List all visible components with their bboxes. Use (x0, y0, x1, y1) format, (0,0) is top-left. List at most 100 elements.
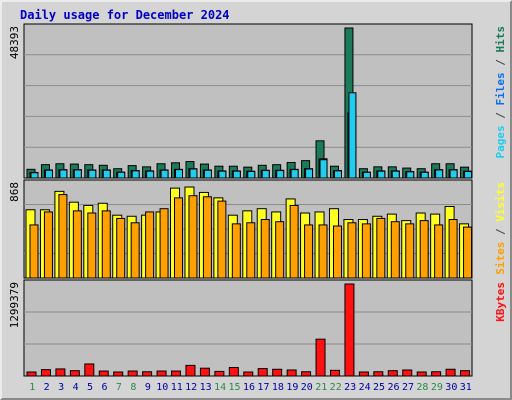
bar-kbytes-day-7 (113, 371, 124, 377)
day-label-30: 30 (445, 382, 457, 393)
bar-sites-day-12 (188, 195, 198, 279)
day-label-2: 2 (44, 382, 50, 393)
bar-sites-day-20 (304, 224, 314, 279)
bar-pages-day-2 (44, 169, 53, 179)
bar-kbytes-day-24 (358, 371, 369, 377)
bar-kbytes-day-19 (286, 369, 297, 377)
day-label-11: 11 (171, 382, 183, 393)
bar-kbytes-day-8 (127, 370, 138, 377)
bar-sites-day-29 (434, 224, 444, 279)
axis-title-part-middle-0: Sites (494, 242, 507, 275)
axis-title-part-top-1: / (494, 106, 507, 126)
bar-sites-day-3 (58, 194, 68, 279)
day-label-21: 21 (315, 382, 327, 393)
bar-pages-day-19 (290, 169, 299, 179)
bar-kbytes-day-4 (69, 370, 80, 377)
max-label-bottom: 1299379 (8, 282, 21, 328)
day-label-6: 6 (101, 382, 107, 393)
bar-sites-day-16 (246, 222, 256, 279)
day-label-13: 13 (200, 382, 212, 393)
bar-pages-day-20 (305, 168, 314, 179)
bar-pages-day-15 (232, 170, 241, 179)
bar-kbytes-day-17 (257, 368, 268, 377)
axis-title-part-middle-1: / (494, 222, 507, 242)
bar-pages-day-14 (218, 170, 227, 179)
bar-sites-day-26 (390, 221, 400, 279)
bar-sites-day-2 (43, 211, 53, 279)
bar-kbytes-day-3 (55, 368, 66, 377)
bar-pages-day-10 (160, 169, 169, 179)
bar-kbytes-day-30 (445, 368, 456, 377)
bar-pages-day-13 (203, 169, 212, 179)
axis-title-part-top-3: / (494, 53, 507, 73)
day-label-14: 14 (214, 382, 226, 393)
day-label-20: 20 (301, 382, 313, 393)
bar-kbytes-day-31 (460, 370, 471, 377)
day-label-24: 24 (359, 382, 371, 393)
bar-kbytes-day-26 (387, 370, 398, 377)
plot-area-bottom (23, 279, 473, 377)
bar-pages-day-22 (333, 170, 342, 179)
bar-pages-day-25 (377, 170, 386, 179)
bar-pages-day-27 (406, 171, 415, 179)
bar-pages-day-4 (73, 169, 82, 179)
bar-kbytes-day-13 (199, 367, 210, 377)
axis-title-part-middle-2: Visits (494, 182, 507, 222)
bar-kbytes-day-18 (272, 368, 283, 377)
bar-kbytes-day-14 (214, 370, 225, 377)
bar-kbytes-day-11 (171, 370, 182, 377)
bar-pages-day-9 (146, 170, 155, 179)
bar-sites-day-21 (318, 224, 328, 279)
max-label-middle: 868 (8, 182, 21, 202)
bar-kbytes-day-16 (243, 371, 254, 377)
bar-kbytes-day-5 (84, 363, 95, 377)
bar-sites-day-5 (87, 212, 97, 279)
bar-pages-day-31 (464, 170, 473, 179)
day-label-3: 3 (58, 382, 64, 393)
bar-pages-day-5 (88, 169, 97, 179)
day-label-29: 29 (431, 382, 443, 393)
bar-pages-day-16 (247, 170, 256, 179)
bar-sites-day-9 (145, 211, 155, 279)
bar-kbytes-day-22 (329, 369, 340, 377)
bar-kbytes-day-10 (156, 370, 167, 377)
bar-sites-day-14 (217, 200, 227, 279)
bar-sites-day-6 (101, 210, 111, 279)
plot-area-top (23, 23, 473, 179)
bar-pages-day-21 (319, 159, 328, 179)
day-label-23: 23 (344, 382, 356, 393)
bar-sites-day-1 (29, 224, 39, 279)
bar-pages-day-30 (449, 169, 458, 179)
day-label-7: 7 (116, 382, 122, 393)
bar-pages-day-7 (117, 171, 126, 179)
bar-pages-day-12 (189, 168, 198, 179)
bar-sites-day-31 (463, 226, 473, 279)
bar-pages-day-11 (175, 169, 184, 179)
bar-kbytes-day-25 (373, 371, 384, 377)
bar-pages-day-17 (261, 170, 270, 179)
bar-kbytes-day-15 (228, 367, 239, 377)
axis-title-part-top-2: Files (494, 72, 507, 105)
bar-pages-day-3 (59, 169, 68, 179)
bar-sites-day-4 (72, 210, 82, 279)
bar-kbytes-day-1 (26, 371, 37, 377)
bar-kbytes-day-28 (416, 371, 427, 377)
bar-sites-day-19 (289, 204, 299, 279)
day-label-27: 27 (402, 382, 414, 393)
bar-sites-day-15 (231, 223, 241, 279)
bar-sites-day-18 (275, 221, 285, 279)
bar-kbytes-day-9 (142, 371, 153, 377)
bar-pages-day-23 (348, 92, 357, 179)
bar-kbytes-day-12 (185, 364, 196, 377)
axis-title-bottom: KBytes (494, 282, 507, 322)
day-label-1: 1 (29, 382, 35, 393)
bar-sites-day-25 (376, 217, 386, 279)
axis-title-part-bottom-0: KBytes (494, 282, 507, 322)
bar-kbytes-day-2 (40, 369, 51, 377)
day-label-4: 4 (73, 382, 79, 393)
day-label-25: 25 (373, 382, 385, 393)
bar-kbytes-day-6 (98, 370, 109, 377)
bar-sites-day-10 (159, 208, 169, 279)
